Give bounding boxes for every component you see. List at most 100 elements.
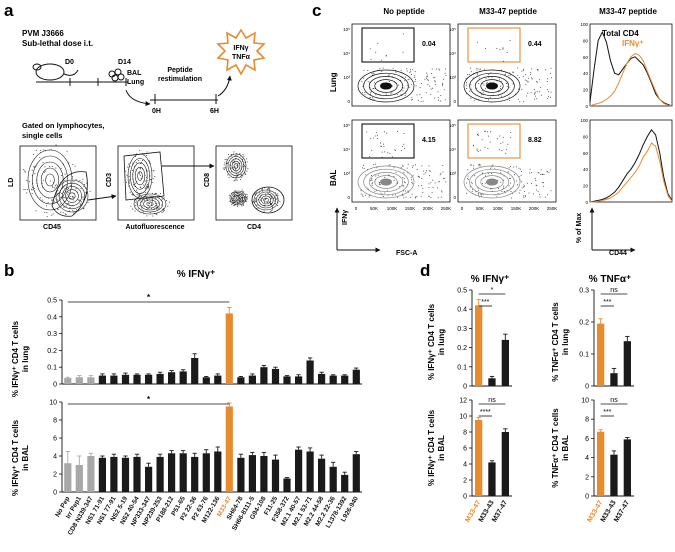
flow-event-dot — [264, 204, 266, 206]
flow-event-dot — [404, 95, 406, 97]
flow-event-dot — [405, 190, 406, 192]
flow-event-dot — [476, 69, 478, 71]
panel-b-letter: b — [4, 261, 14, 280]
flow-event-dot — [490, 131, 491, 133]
flow-event-dot — [489, 141, 491, 143]
flow-contour — [486, 178, 498, 186]
flow-event-dot — [512, 71, 513, 73]
flow-event-dot — [421, 97, 423, 99]
bar-sh66-8111-5 — [248, 455, 256, 492]
flow-event-dot — [421, 165, 423, 167]
y-tick-label: 8 — [463, 430, 467, 437]
flow-event-dot — [432, 187, 434, 189]
y-tick-label: 0.5 — [47, 298, 57, 305]
dot-plot-xtick: 100K — [387, 206, 398, 211]
bar-ns2-5-19 — [121, 374, 130, 384]
flow-event-dot — [163, 209, 165, 211]
flow-event-dot — [62, 196, 64, 198]
bar-m33-43 — [610, 373, 618, 386]
flow-event-dot — [226, 162, 228, 164]
flow-event-dot — [439, 69, 441, 71]
flow-event-dot — [401, 193, 403, 195]
flow-event-dot — [418, 185, 420, 187]
flow-event-dot — [405, 196, 407, 198]
flow-event-dot — [414, 71, 416, 73]
flow-event-dot — [398, 84, 400, 86]
flow-event-dot — [473, 167, 474, 169]
flow-event-dot — [244, 172, 246, 174]
flow-event-dot — [44, 211, 46, 213]
flow-event-dot — [81, 181, 83, 183]
flow-event-dot — [85, 191, 87, 193]
flow-event-dot — [363, 164, 365, 166]
flow-event-dot — [402, 177, 404, 178]
flow-event-dot — [527, 92, 529, 94]
flow-event-dot — [488, 99, 489, 101]
gating-plot-2: CD3 Autofluorescence — [106, 145, 195, 231]
flow-event-dot — [35, 149, 37, 151]
flow-event-dot — [415, 196, 417, 198]
flow-event-dot — [403, 87, 405, 89]
flow-event-dot — [534, 98, 536, 100]
flow-event-dot — [548, 172, 550, 173]
flow-event-dot — [551, 77, 553, 79]
flow-event-dot — [497, 179, 499, 181]
col-title-m33-peptide: M33-47 peptide — [479, 7, 537, 16]
flow-event-dot — [363, 69, 365, 71]
bar-m33-47 — [475, 420, 483, 496]
flow-event-dot — [383, 131, 385, 133]
flow-event-dot — [523, 101, 525, 103]
flow-event-dot — [234, 168, 237, 170]
flow-event-dot — [240, 179, 242, 181]
flow-event-dot — [59, 203, 61, 205]
flow-event-dot — [145, 186, 147, 188]
flow-event-dot — [372, 88, 374, 90]
flow-event-dot — [373, 72, 375, 74]
flow-event-dot — [542, 185, 544, 187]
flow-event-dot — [230, 167, 232, 169]
flow-event-dot — [437, 197, 439, 199]
bar-np239-253 — [156, 456, 164, 492]
bar-l1378-1392 — [341, 375, 349, 384]
flow-event-dot — [509, 40, 511, 42]
flow-event-dot — [422, 192, 424, 193]
gating-arrow-1 — [87, 194, 117, 201]
flow-event-dot — [550, 91, 552, 93]
bar-l926-940 — [352, 454, 360, 492]
flow-event-dot — [538, 91, 540, 93]
flow-event-dot — [430, 197, 432, 198]
flow-event-dot — [442, 82, 444, 84]
flow-event-dot — [502, 48, 504, 50]
flow-event-dot — [440, 173, 442, 174]
flow-event-dot — [275, 198, 277, 200]
flow-event-dot — [470, 97, 472, 99]
gate-percentage: 0.04 — [422, 41, 436, 48]
flow-event-dot — [241, 205, 243, 207]
flow-event-dot — [401, 145, 403, 147]
flow-event-dot — [430, 182, 432, 184]
flow-event-dot — [537, 69, 539, 71]
flow-event-dot — [262, 197, 264, 199]
flow-event-dot — [527, 80, 529, 82]
flow-event-dot — [510, 132, 512, 133]
dot-plot-xtick: 150K — [511, 206, 522, 211]
flow-event-dot — [520, 174, 522, 176]
bar-p188-212 — [168, 372, 176, 384]
t0-label: 0H — [152, 108, 161, 115]
flow-contour — [260, 195, 272, 205]
flow-event-dot — [363, 77, 365, 79]
flow-event-dot — [393, 167, 395, 169]
flow-event-dot — [381, 70, 383, 72]
flow-event-dot — [400, 70, 402, 72]
flow-event-dot — [49, 180, 51, 182]
flow-event-dot — [42, 199, 44, 201]
flow-event-dot — [43, 171, 45, 173]
flow-event-dot — [406, 85, 408, 87]
flow-contour — [357, 165, 415, 199]
legend-total-cd4: Total CD4 — [602, 29, 639, 38]
y-tick-label: 8 — [585, 417, 589, 424]
flow-event-dot — [519, 189, 521, 191]
flow-event-dot — [478, 163, 480, 165]
flow-event-dot — [500, 88, 501, 89]
